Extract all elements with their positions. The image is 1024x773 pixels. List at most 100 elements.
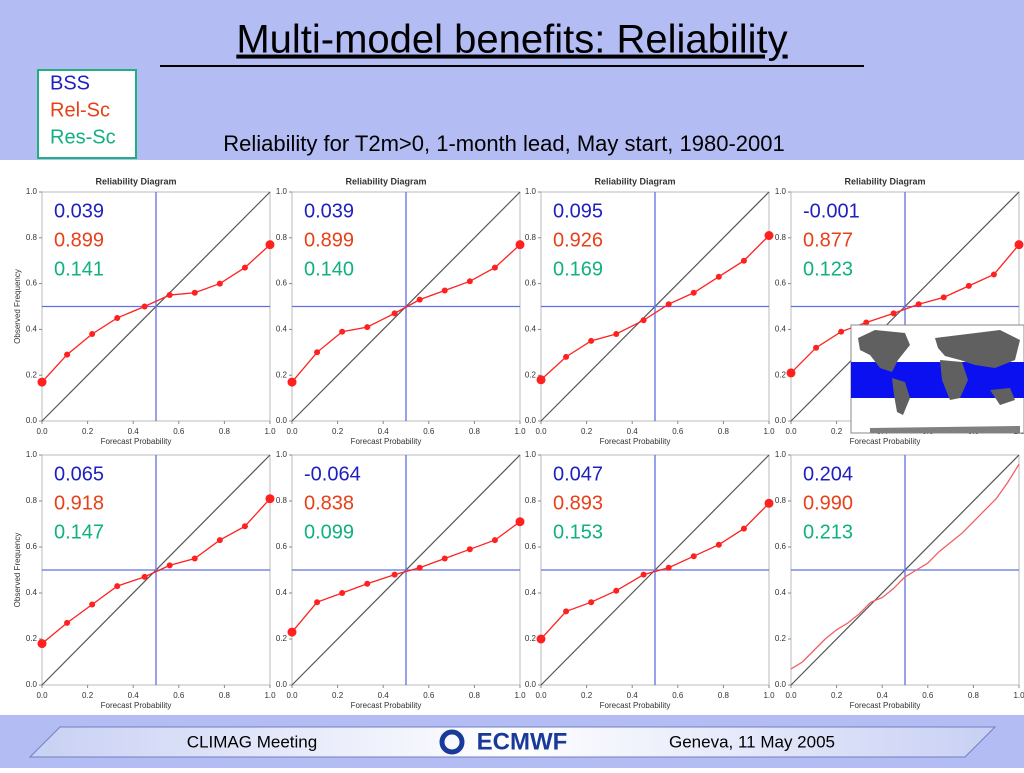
y-tick-label: 0.4 xyxy=(525,325,537,334)
x-tick-label: 0.4 xyxy=(378,427,390,436)
reliability-point xyxy=(114,583,121,590)
reliability-point xyxy=(89,330,96,337)
score-value: 0.141 xyxy=(54,258,104,280)
reliability-point xyxy=(740,525,747,532)
x-tick-label: 0.4 xyxy=(877,691,889,700)
x-tick-label: 1.0 xyxy=(763,427,775,436)
reliability-curve xyxy=(291,244,521,383)
x-axis-label: Forecast Probability xyxy=(351,701,422,710)
y-tick-label: 0.0 xyxy=(276,416,288,425)
score-value: 0.918 xyxy=(54,492,104,514)
y-tick-label: 0.4 xyxy=(775,588,787,597)
reliability-point xyxy=(339,590,346,596)
reliability-point xyxy=(114,314,121,321)
reliability-point xyxy=(515,240,525,250)
reliability-point xyxy=(364,580,371,587)
score-value: 0.169 xyxy=(553,258,603,280)
y-tick-label: 0.6 xyxy=(775,279,787,288)
y-tick-label: 0.4 xyxy=(775,325,787,334)
y-tick-label: 0.8 xyxy=(276,496,288,505)
reliability-point xyxy=(287,377,297,387)
y-tick-label: 0.6 xyxy=(276,279,288,288)
x-tick-label: 0.0 xyxy=(286,691,298,700)
score-legend-entry: Rel-Sc xyxy=(50,99,110,121)
x-tick-label: 0.4 xyxy=(378,691,390,700)
x-axis-label: Forecast Probability xyxy=(351,437,422,446)
y-tick-label: 0.4 xyxy=(276,325,288,334)
y-tick-label: 0.0 xyxy=(775,416,787,425)
y-tick-label: 0.4 xyxy=(26,588,38,597)
panel-title: Reliability Diagram xyxy=(594,176,675,186)
score-value: 0.123 xyxy=(803,258,853,280)
x-axis-label: Forecast Probability xyxy=(850,437,921,446)
y-tick-label: 0.0 xyxy=(525,416,537,425)
reliability-point xyxy=(416,564,423,571)
x-tick-label: 1.0 xyxy=(1013,691,1024,700)
reliability-point xyxy=(441,555,448,562)
y-axis-label: Observed Frequency xyxy=(13,533,22,608)
reliability-point xyxy=(536,634,546,644)
reliability-curve xyxy=(540,502,770,640)
reliability-curve xyxy=(41,498,271,645)
reliability-point xyxy=(64,351,71,358)
x-tick-label: 0.2 xyxy=(831,691,843,700)
reliability-panel: Forecast Probability Observed Frequency 0.… xyxy=(13,450,276,710)
y-tick-label: 0.8 xyxy=(276,233,288,242)
reliability-point xyxy=(915,301,922,308)
score-value: 0.039 xyxy=(304,200,354,222)
footer-logo: ECMWF xyxy=(477,728,568,755)
reliability-point xyxy=(515,517,525,527)
score-value: 0.899 xyxy=(304,229,354,251)
reliability-point xyxy=(37,639,47,649)
reliability-panel: Forecast Probability 0.0 0.2 0.4 0.6 0.8 1.0 0.… xyxy=(775,450,1024,710)
y-tick-label: 0.2 xyxy=(525,634,537,643)
reliability-point xyxy=(391,310,398,317)
x-tick-label: 0.2 xyxy=(82,691,94,700)
reliability-point xyxy=(416,296,423,303)
y-tick-label: 0.6 xyxy=(276,542,288,551)
y-tick-label: 0.2 xyxy=(276,634,288,643)
score-legend-entry: Res-Sc xyxy=(50,126,116,148)
score-value: 0.099 xyxy=(304,521,354,543)
x-tick-label: 0.0 xyxy=(785,691,797,700)
score-legend-box xyxy=(37,69,137,159)
x-axis-label: Forecast Probability xyxy=(850,701,921,710)
x-tick-label: 0.2 xyxy=(581,427,593,436)
y-tick-label: 0.8 xyxy=(525,496,537,505)
reliability-point xyxy=(715,273,722,280)
y-tick-label: 0.2 xyxy=(775,370,787,379)
x-tick-label: 1.0 xyxy=(514,427,526,436)
reliability-point xyxy=(786,368,796,378)
reliability-point xyxy=(191,555,198,562)
slide-title: Multi-model benefits: Reliability xyxy=(236,18,787,62)
reliability-point xyxy=(216,280,223,287)
reliability-point xyxy=(965,282,972,289)
reliability-point xyxy=(191,289,198,296)
y-tick-label: 1.0 xyxy=(276,187,288,196)
reliability-point xyxy=(613,587,620,594)
header-band xyxy=(0,0,1024,160)
reliability-point xyxy=(665,301,672,308)
x-tick-label: 0.6 xyxy=(672,427,684,436)
reliability-curve xyxy=(790,244,1020,374)
reliability-point xyxy=(314,599,321,606)
reliability-point xyxy=(166,562,173,569)
x-tick-label: 1.0 xyxy=(264,691,276,700)
score-value: 0.926 xyxy=(553,229,603,251)
x-tick-label: 0.0 xyxy=(535,427,547,436)
reliability-point xyxy=(536,375,546,385)
x-tick-label: 0.8 xyxy=(968,691,980,700)
x-tick-label: 0.0 xyxy=(785,427,797,436)
y-tick-label: 0.4 xyxy=(525,588,537,597)
score-value: 0.140 xyxy=(304,258,354,280)
score-value: 0.065 xyxy=(54,463,104,485)
map-land xyxy=(870,426,1020,433)
y-tick-label: 0.6 xyxy=(775,542,787,551)
reliability-point xyxy=(990,271,997,278)
footer-left: CLIMAG Meeting xyxy=(187,732,317,751)
y-tick-label: 1.0 xyxy=(525,450,537,459)
score-value: 0.204 xyxy=(803,463,853,485)
y-tick-label: 0.6 xyxy=(26,279,38,288)
reliability-panel: Forecast Probability 0.0 0.2 0.4 0.6 0.8 1.0 0.… xyxy=(276,450,526,710)
